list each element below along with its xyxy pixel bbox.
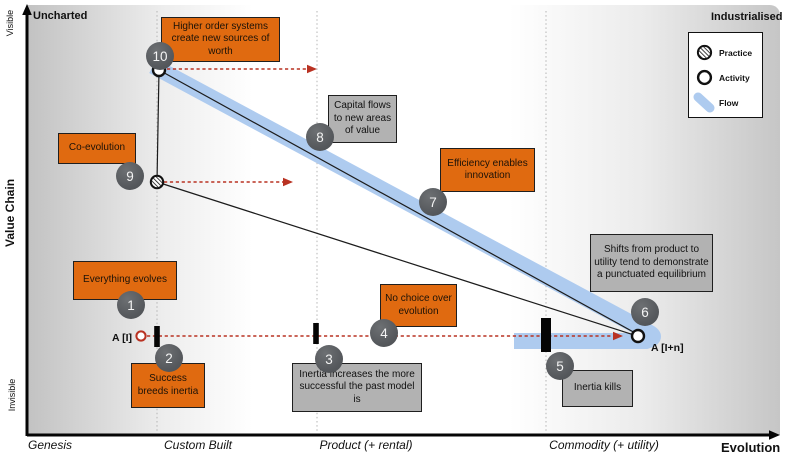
line-practice-to-endpoint xyxy=(156,181,638,337)
callout-inertia-increases: Inertia increases the more successful th… xyxy=(292,363,422,412)
badge-3: 3 xyxy=(315,345,343,373)
callout-co-evolution: Co-evolution xyxy=(58,133,136,164)
callout-capital-flows: Capital flows to new areas of value xyxy=(328,95,397,143)
region-label-uncharted: Uncharted xyxy=(33,10,88,22)
inertia-bar-large xyxy=(541,318,551,352)
end-point xyxy=(630,328,646,344)
practice-icon xyxy=(689,44,719,61)
flow-band xyxy=(149,58,661,349)
x-axis-title: Evolution xyxy=(721,440,781,455)
badge-1: 1 xyxy=(117,291,145,319)
legend-practice-label: Practice xyxy=(719,47,753,58)
callout-inertia-kills: Inertia kills xyxy=(562,370,633,407)
badge-10: 10 xyxy=(146,42,174,70)
badge-6: 6 xyxy=(631,298,659,326)
x-axis-stage-product: Product (+ rental) xyxy=(319,438,413,452)
legend-item-activity: Activity xyxy=(689,65,762,90)
callout-no-choice: No choice over evolution xyxy=(380,284,457,327)
badge-2: 2 xyxy=(155,344,183,372)
start-point-label: A [I] xyxy=(111,332,132,344)
badge-9: 9 xyxy=(116,162,144,190)
line-activity-to-endpoint xyxy=(158,69,638,335)
x-axis-stage-custom: Custom Built xyxy=(163,438,233,452)
practice-point xyxy=(149,174,165,190)
badge-7: 7 xyxy=(419,188,447,216)
y-axis-visible-label: Visible xyxy=(5,9,15,37)
y-axis-title: Value Chain xyxy=(3,178,17,247)
axes xyxy=(22,4,780,440)
legend-activity-label: Activity xyxy=(719,72,750,83)
legend-item-practice: Practice xyxy=(689,40,762,65)
activity-icon xyxy=(689,69,719,86)
legend-item-flow: Flow xyxy=(689,90,762,115)
badge-4: 4 xyxy=(370,319,398,347)
badge-5: 5 xyxy=(546,352,574,380)
y-axis-invisible-label: Invisible xyxy=(7,378,17,412)
stage-boundary-lines xyxy=(156,11,547,433)
legend: Practice Activity Flow xyxy=(688,32,763,118)
inertia-bar-small-1 xyxy=(154,326,160,347)
x-axis-stage-commodity: Commodity (+ utility) xyxy=(549,438,659,452)
inertia-bars xyxy=(154,318,551,352)
badge-8: 8 xyxy=(306,123,334,151)
callout-success-breeds-inertia: Success breeds inertia xyxy=(131,363,205,408)
x-axis-stage-genesis: Genesis xyxy=(27,438,73,452)
callout-higher-order-systems: Higher order systems create new sources … xyxy=(161,17,280,62)
end-point-label: A [I+n] xyxy=(651,342,684,354)
legend-flow-label: Flow xyxy=(719,97,739,108)
flow-icon xyxy=(689,92,719,114)
callout-punctuated-equilibrium: Shifts from product to utility tend to d… xyxy=(590,234,713,292)
callout-efficiency-innovation: Efficiency enables innovation xyxy=(440,148,535,192)
evolution-lines xyxy=(156,69,638,337)
start-point xyxy=(135,330,147,342)
inertia-bar-small-2 xyxy=(313,323,319,344)
line-activity-to-practice xyxy=(156,69,160,183)
region-label-industrialised: Industrialised xyxy=(711,11,783,23)
